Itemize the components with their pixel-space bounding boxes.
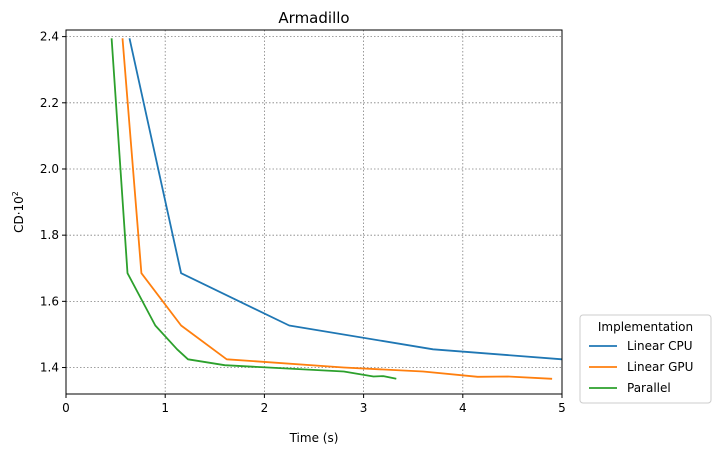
y-axis: 1.4 1.6 1.8 2.0 2.2 2.4 [40, 30, 66, 375]
x-tick-label: 3 [360, 401, 368, 415]
y-tick-label: 1.6 [40, 294, 59, 308]
y-axis-label-base: CD·10 [12, 196, 26, 233]
legend-label: Linear CPU [627, 339, 693, 353]
y-tick-label: 2.2 [40, 96, 59, 110]
legend-label: Parallel [627, 381, 671, 395]
x-axis: 0 1 2 3 4 5 [62, 394, 566, 415]
y-tick-label: 1.8 [40, 228, 59, 242]
y-axis-label-exponent: 2 [11, 191, 20, 196]
legend-box [579, 314, 712, 404]
y-tick-label: 1.4 [40, 361, 59, 375]
legend-title: Implementation [598, 320, 693, 334]
x-axis-label: Time (s) [289, 431, 339, 445]
series-line-linear-gpu [121, 38, 553, 380]
y-tick-label: 2.0 [40, 162, 59, 176]
series-line-linear-cpu [128, 38, 563, 361]
x-tick-label: 1 [161, 401, 169, 415]
chart-title: Armadillo [278, 9, 349, 27]
legend-label: Linear GPU [627, 360, 693, 374]
legend: Implementation Linear CPU Linear GPU Paral… [579, 314, 712, 404]
legend-items: Linear CPU Linear GPU Parallel [589, 339, 693, 395]
series-line-parallel [110, 38, 397, 380]
x-tick-label: 4 [459, 401, 467, 415]
plot-frame [65, 29, 563, 395]
x-tick-label: 5 [558, 401, 566, 415]
series-lines [110, 38, 563, 380]
y-axis-label: CD·102 [11, 191, 26, 233]
x-tick-label: 0 [62, 401, 70, 415]
y-tick-label: 2.4 [40, 30, 59, 44]
x-tick-label: 2 [261, 401, 269, 415]
